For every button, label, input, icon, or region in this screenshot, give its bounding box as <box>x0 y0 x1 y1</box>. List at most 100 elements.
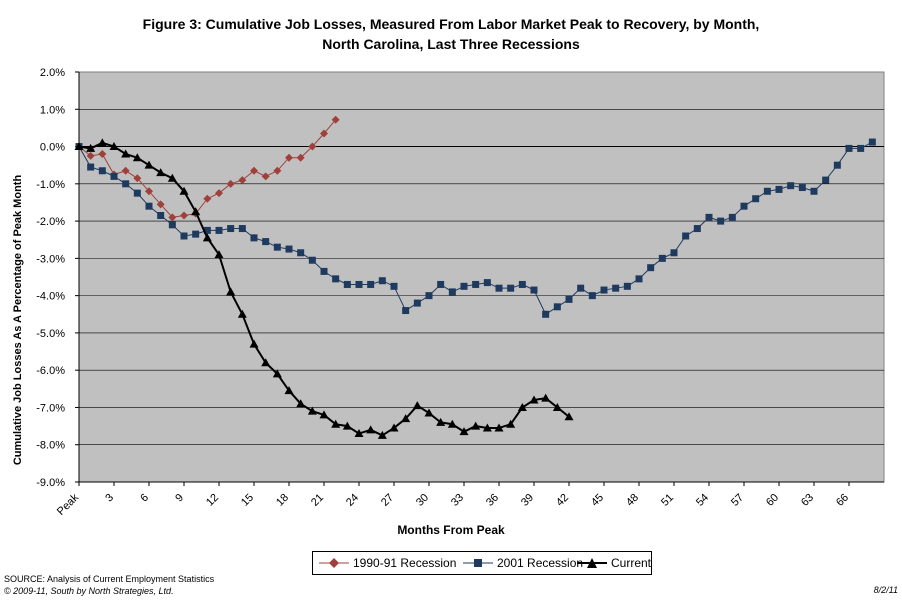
legend-marker-square-icon <box>463 559 493 567</box>
legend-marker-triangle-icon <box>577 558 607 568</box>
data-point <box>156 168 166 177</box>
x-tick-label: 54 <box>694 492 711 509</box>
data-point <box>472 280 480 288</box>
data-point <box>635 275 643 283</box>
data-point <box>717 217 725 225</box>
data-point <box>343 280 351 288</box>
data-point <box>552 402 562 411</box>
plot-area <box>78 71 885 483</box>
x-tick-label: 27 <box>379 492 396 509</box>
source-text: SOURCE: Analysis of Current Employment S… <box>4 574 215 584</box>
data-point <box>424 408 434 417</box>
data-point <box>564 412 574 421</box>
data-point <box>74 142 84 151</box>
data-point <box>180 211 188 220</box>
data-point <box>261 172 270 181</box>
data-point <box>377 430 387 439</box>
data-point <box>157 212 165 219</box>
data-point <box>226 179 235 188</box>
data-point <box>459 427 469 436</box>
x-tick-label: 42 <box>554 492 571 509</box>
data-point <box>110 172 118 180</box>
data-point <box>460 282 468 290</box>
data-point <box>98 167 106 175</box>
source-note: SOURCE: Analysis of Current Employment S… <box>4 573 214 597</box>
data-point <box>250 234 258 242</box>
y-tick-label: -3.0% <box>36 253 65 265</box>
data-point <box>191 207 201 216</box>
x-tick-label: 57 <box>729 492 746 509</box>
data-point <box>354 429 364 438</box>
data-point <box>658 254 666 262</box>
data-point <box>227 225 235 233</box>
x-tick-label: 12 <box>204 492 221 509</box>
data-point <box>402 307 410 315</box>
legend-label-series-0: 1990-91 Recession <box>353 556 457 570</box>
data-point <box>565 295 573 303</box>
data-point <box>833 161 841 169</box>
y-tick-label: -2.0% <box>36 216 65 228</box>
data-point <box>705 213 713 221</box>
data-point <box>517 402 527 411</box>
data-point <box>285 245 293 253</box>
x-tick-label: 18 <box>274 492 291 509</box>
data-point <box>412 401 422 410</box>
data-point <box>296 399 306 408</box>
data-point <box>647 264 655 272</box>
data-point <box>86 143 96 152</box>
data-point <box>494 423 504 432</box>
legend-label-series-1: 2001 Recession <box>497 556 584 570</box>
data-point <box>86 151 95 160</box>
data-point <box>553 303 561 311</box>
data-point <box>87 163 95 171</box>
data-point <box>740 202 748 210</box>
data-point <box>226 287 236 296</box>
chart-title: Figure 3: Cumulative Job Losses, Measure… <box>0 14 902 54</box>
axes <box>78 72 884 486</box>
data-point <box>787 182 795 190</box>
data-point <box>133 189 141 197</box>
data-point <box>332 275 340 283</box>
data-point <box>529 395 539 404</box>
data-point <box>600 286 608 294</box>
x-tick-label: 39 <box>519 492 536 509</box>
series-2 <box>74 138 574 439</box>
x-tick-label: 3 <box>103 492 116 505</box>
data-point <box>367 280 375 288</box>
x-tick-label: 36 <box>484 492 501 509</box>
data-point <box>156 200 165 209</box>
data-point <box>845 144 853 152</box>
x-tick-label: Peak <box>55 491 82 518</box>
x-tick-label: 15 <box>239 492 256 509</box>
x-tick-label: 51 <box>659 492 676 509</box>
y-tick-label: -6.0% <box>36 365 65 377</box>
data-point <box>284 386 294 395</box>
data-point <box>495 284 503 292</box>
y-tick-labels: 2.0% 1.0% 0.0% -1.0% -2.0% -3.0% -4.0% -5.0% -6.… <box>36 67 65 489</box>
data-point <box>798 184 806 192</box>
data-point <box>331 115 340 124</box>
data-point <box>401 414 411 423</box>
data-point <box>215 226 223 234</box>
data-point <box>588 292 596 300</box>
data-point <box>109 142 119 151</box>
y-tick-label: -9.0% <box>36 477 65 489</box>
chart-title-line2: North Carolina, Last Three Recessions <box>322 36 580 52</box>
data-point <box>693 225 701 233</box>
data-point <box>203 226 211 234</box>
x-tick-label: 33 <box>449 492 466 509</box>
data-point <box>670 249 678 257</box>
data-point <box>261 358 271 367</box>
data-point <box>133 174 142 183</box>
legend-marker-diamond-icon <box>319 558 349 568</box>
y-tick-label: -7.0% <box>36 402 65 414</box>
series-1 <box>75 138 876 318</box>
data-point <box>98 150 107 158</box>
data-point <box>285 153 293 162</box>
data-point <box>482 423 492 432</box>
data-point <box>202 233 212 242</box>
data-point <box>214 250 224 259</box>
data-point <box>319 410 329 419</box>
series-group <box>74 115 876 439</box>
data-point <box>775 185 783 193</box>
